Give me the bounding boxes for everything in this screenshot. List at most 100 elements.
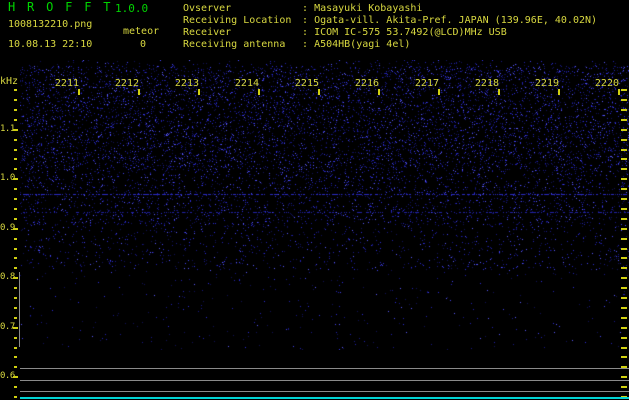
meteor-count: 0 xyxy=(140,39,147,50)
freq-right-tick xyxy=(621,228,627,230)
freq-major-tick xyxy=(13,228,18,230)
freq-right-tick xyxy=(621,248,627,250)
freq-right-tick xyxy=(621,119,627,121)
info-separator: : xyxy=(296,15,315,26)
time-label-2219: 2219 xyxy=(534,78,559,89)
freq-label-1-1: 1.1 xyxy=(0,124,15,134)
freq-minor-tick xyxy=(14,257,17,259)
freq-minor-tick xyxy=(14,366,17,368)
freq-right-tick xyxy=(621,376,627,378)
freq-major-tick xyxy=(13,376,18,378)
freq-right-tick xyxy=(621,257,627,259)
info-label: Ovserver xyxy=(183,3,232,14)
level-plot-axis-line xyxy=(19,272,20,347)
time-label-2213: 2213 xyxy=(174,78,199,89)
info-separator: : xyxy=(296,39,315,50)
freq-minor-tick xyxy=(14,119,17,121)
info-row-antenna: Receiving antenna : A504HB(yagi 4el) xyxy=(183,39,597,51)
app-version: 1.0.0 xyxy=(115,2,149,15)
info-label: Receiving Location xyxy=(183,15,292,26)
freq-right-tick xyxy=(621,386,627,388)
freq-minor-tick xyxy=(14,109,17,111)
freq-minor-tick xyxy=(14,89,17,91)
freq-right-tick xyxy=(621,208,627,210)
freq-major-tick xyxy=(13,327,18,329)
time-label-2212: 2212 xyxy=(114,78,139,89)
time-label-2220: 2220 xyxy=(594,78,619,89)
info-label: Receiver xyxy=(183,27,232,38)
time-tick xyxy=(78,89,80,95)
freq-major-tick xyxy=(13,178,18,180)
freq-right-tick xyxy=(621,139,627,141)
level-gridline xyxy=(20,368,629,369)
freq-minor-tick xyxy=(14,149,17,151)
spectrogram xyxy=(20,60,629,350)
freq-right-tick xyxy=(621,178,627,180)
info-separator: : xyxy=(296,3,315,14)
freq-minor-tick xyxy=(14,198,17,200)
freq-label-1-0: 1.0 xyxy=(0,173,15,183)
time-tick xyxy=(258,89,260,95)
time-tick xyxy=(618,89,620,95)
freq-minor-tick xyxy=(14,297,17,299)
info-row-observer: Ovserver : Masayuki Kobayashi xyxy=(183,3,597,15)
freq-label-0-7: 0.7 xyxy=(0,322,15,332)
info-value: ICOM IC-575 53.7492(@LCD)MHz USB xyxy=(314,27,507,38)
info-label: Receiving antenna xyxy=(183,39,286,50)
datetime-label: 10.08.13 22:10 xyxy=(8,39,93,50)
freq-right-tick xyxy=(621,307,627,309)
app-title: H R O F F T xyxy=(8,0,113,14)
time-tick xyxy=(378,89,380,95)
freq-right-tick xyxy=(621,188,627,190)
time-label-2218: 2218 xyxy=(474,78,499,89)
freq-right-tick xyxy=(621,356,627,358)
freq-minor-tick xyxy=(14,208,17,210)
freq-minor-tick xyxy=(14,188,17,190)
freq-minor-tick xyxy=(14,307,17,309)
freq-right-tick xyxy=(621,158,627,160)
time-tick xyxy=(318,89,320,95)
level-gridline xyxy=(20,391,629,392)
freq-right-tick xyxy=(621,109,627,111)
freq-minor-tick xyxy=(14,99,17,101)
freq-minor-tick xyxy=(14,158,17,160)
freq-minor-tick xyxy=(14,347,17,349)
time-label-2217: 2217 xyxy=(414,78,439,89)
freq-label-0-9: 0.9 xyxy=(0,223,15,233)
time-tick xyxy=(138,89,140,95)
freq-right-tick xyxy=(621,238,627,240)
info-row-location: Receiving Location : Ogata-vill. Akita-P… xyxy=(183,15,597,27)
freq-label-0-8: 0.8 xyxy=(0,272,15,282)
mode-label: meteor xyxy=(123,26,160,37)
freq-minor-tick xyxy=(14,287,17,289)
freq-minor-tick xyxy=(14,337,17,339)
freq-minor-tick xyxy=(14,267,17,269)
level-gridline xyxy=(20,380,629,381)
freq-minor-tick xyxy=(14,386,17,388)
freq-right-tick xyxy=(621,267,627,269)
time-tick xyxy=(198,89,200,95)
freq-minor-tick xyxy=(14,248,17,250)
freq-right-tick xyxy=(621,99,627,101)
freq-right-tick xyxy=(621,277,627,279)
time-tick xyxy=(498,89,500,95)
info-value: Ogata-vill. Akita-Pref. JAPAN (139.96E, … xyxy=(314,15,598,26)
freq-right-tick xyxy=(621,337,627,339)
freq-minor-tick xyxy=(14,356,17,358)
freq-minor-tick xyxy=(14,317,17,319)
freq-right-tick xyxy=(621,366,627,368)
observer-info-block: Ovserver : Masayuki Kobayashi Receiving … xyxy=(183,3,597,51)
freq-major-tick xyxy=(13,277,18,279)
freq-major-tick xyxy=(13,129,18,131)
freq-minor-tick xyxy=(14,218,17,220)
freq-label-0-6: 0.6 xyxy=(0,371,15,381)
freq-axis-unit: kHz xyxy=(0,76,19,87)
freq-right-tick xyxy=(621,297,627,299)
time-label-2214: 2214 xyxy=(234,78,259,89)
time-tick xyxy=(438,89,440,95)
info-value: A504HB(yagi 4el) xyxy=(314,39,411,50)
freq-right-tick xyxy=(621,327,627,329)
info-separator: : xyxy=(296,27,315,38)
info-value: Masayuki Kobayashi xyxy=(314,3,423,14)
